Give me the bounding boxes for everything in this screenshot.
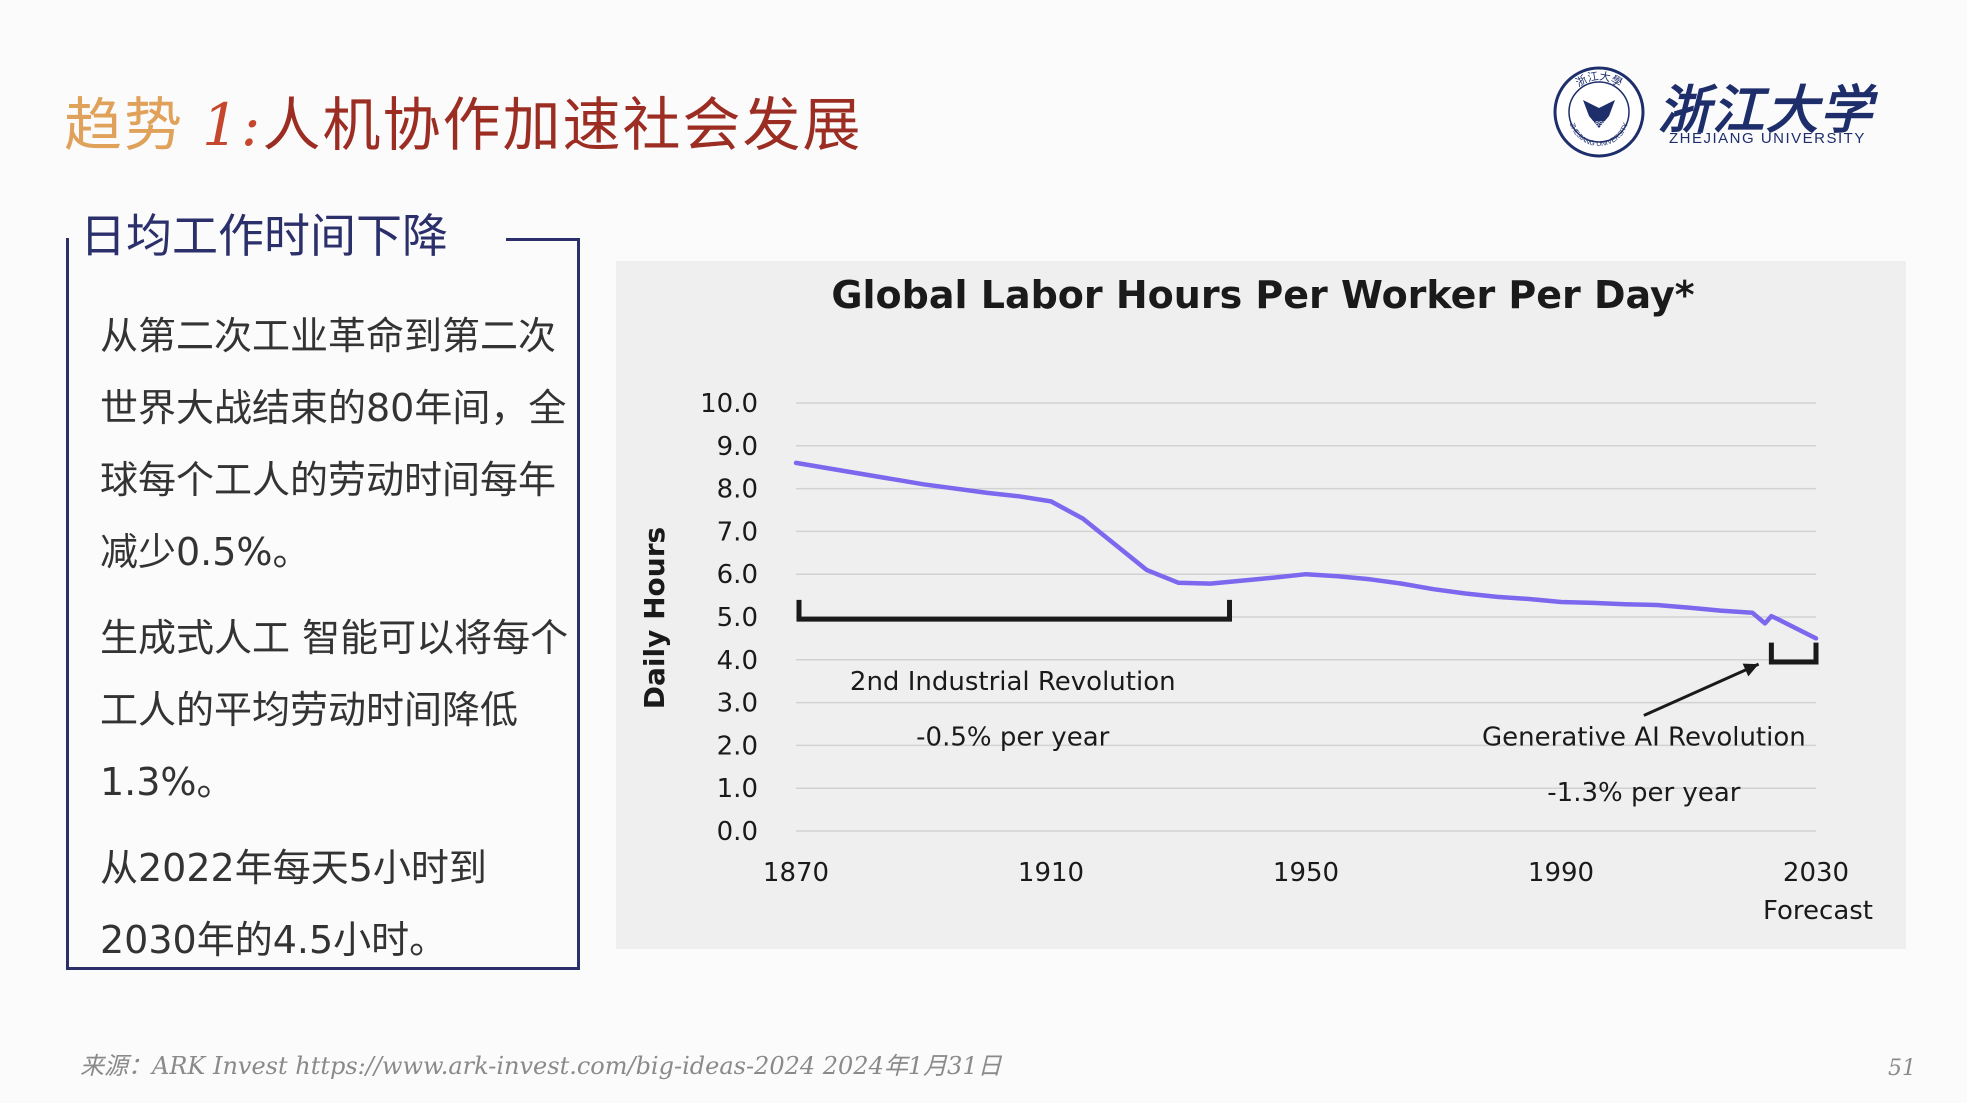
slide-title: 趋势 1:人机协作加速社会发展 [64,78,862,162]
y-axis-label: Daily Hours [638,527,671,709]
title-prefix: 趋势 [64,91,185,159]
svg-text:1897: 1897 [1591,121,1607,128]
y-tick-label: 8.0 [717,475,758,505]
footer-source: 来源：ARK Invest https://www.ark-invest.com… [80,1052,1002,1080]
y-tick-label: 9.0 [717,432,758,462]
sidebar-heading: 日均工作时间下降 [76,206,462,266]
y-tick-labels: 0.0 1.0 2.0 3.0 4.0 5.0 6.0 7.0 8.0 9.0 10.0 [700,389,758,847]
y-tick-label: 1.0 [717,774,758,804]
university-seal-icon: 浙江大學 ZHEJIANG UNIVERSITY 1897 [1553,66,1645,158]
x-tick-sublabel-forecast: Forecast [1763,896,1873,926]
sidebar-paragraph: 从2022年每天5小时到2030年的4.5小时。 [100,846,487,962]
university-logo: 浙江大學 ZHEJIANG UNIVERSITY 1897 浙江大学 ZHEJI… [1553,66,1883,158]
y-tick-label: 10.0 [700,389,758,419]
x-tick-label: 1990 [1528,858,1594,888]
annotations [796,599,1819,717]
sidebar-box-top-line [506,238,580,241]
university-name-en: ZHEJIANG UNIVERSITY [1669,130,1866,147]
y-tick-label: 2.0 [717,731,758,761]
industrial-revolution-bracket [796,599,1232,622]
series-layer [793,460,1819,641]
annotation-industrial-revolution-label: 2nd Industrial Revolution [850,667,1176,697]
x-tick-labels: 1870 1910 1950 1990 2030 [763,858,1849,888]
y-tick-label: 4.0 [717,646,758,676]
annotation-generative-ai-rate: -1.3% per year [1547,778,1740,808]
generative-ai-bracket [1768,642,1819,665]
y-tick-label: 3.0 [717,689,758,719]
y-tick-label: 5.0 [717,603,758,633]
x-tick-label: 1910 [1018,858,1084,888]
title-number: 1: [202,91,263,159]
annotation-arrow-head [1742,663,1759,677]
annotation-generative-ai-label: Generative AI Revolution [1482,722,1806,752]
page-number: 51 [1888,1056,1916,1081]
x-tick-label: 2030 [1783,858,1849,888]
annotation-arrow [1643,662,1760,717]
annotation-industrial-revolution-rate: -0.5% per year [916,722,1109,752]
chart-panel: Global Labor Hours Per Worker Per Day* D… [616,261,1906,949]
sidebar-box [66,238,580,970]
chart-title: Global Labor Hours Per Worker Per Day* [831,273,1694,317]
series-line [793,460,1819,641]
x-tick-label: 1950 [1273,858,1339,888]
sidebar-text: 从第二次工业革命到第二次世界大战结束的80年间，全球每个工人的劳动时间每年减少0… [100,300,570,990]
x-tick-label: 1870 [763,858,829,888]
y-tick-label: 6.0 [717,560,758,590]
y-tick-label: 7.0 [717,517,758,547]
y-tick-label: 0.0 [717,817,758,847]
labor-hours-chart: Global Labor Hours Per Worker Per Day* D… [638,273,1873,926]
university-name-cn: 浙江大学 [1658,80,1875,141]
title-main: 人机协作加速社会发展 [262,91,863,159]
sidebar-paragraph: 生成式人工 智能可以将每个工人的平均劳动时间降低1.3%。 [100,616,569,804]
sidebar-paragraph: 从第二次工业革命到第二次世界大战结束的80年间，全球每个工人的劳动时间每年减少0… [100,314,567,574]
